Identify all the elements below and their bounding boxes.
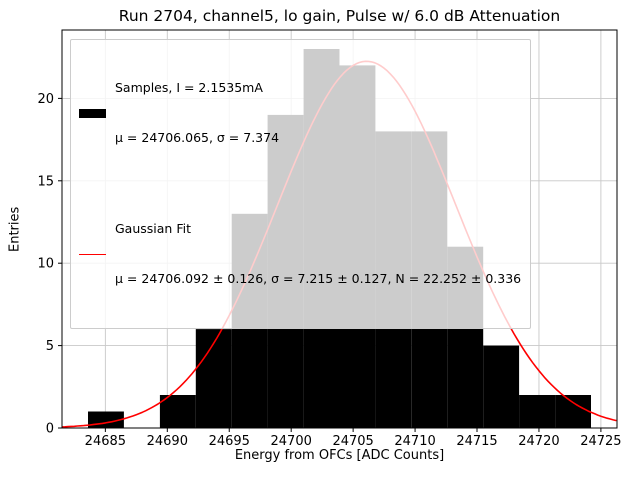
y-tick-label: 20 bbox=[37, 92, 54, 107]
histogram-bar bbox=[555, 395, 591, 428]
legend-fit-text: Gaussian Fit μ = 24706.092 ± 0.126, σ = … bbox=[115, 187, 521, 322]
legend-entry-samples: Samples, I = 2.1535mA μ = 24706.065, σ =… bbox=[79, 46, 521, 181]
x-tick-label: 24705 bbox=[332, 434, 373, 449]
plot-border bbox=[61, 29, 618, 429]
y-tick-label: 0 bbox=[46, 422, 54, 437]
legend: Samples, I = 2.1535mA μ = 24706.065, σ =… bbox=[70, 39, 532, 329]
x-tick-label: 24690 bbox=[147, 434, 188, 449]
y-tick-label: 10 bbox=[37, 257, 54, 272]
chart-title: Run 2704, channel5, lo gain, Pulse w/ 6.… bbox=[118, 7, 561, 25]
legend-samples-line2: μ = 24706.065, σ = 7.374 bbox=[115, 130, 280, 146]
y-axis-label: Entries bbox=[7, 206, 23, 252]
x-axis-label: Energy from OFCs [ADC Counts] bbox=[234, 448, 445, 463]
legend-samples-line1: Samples, I = 2.1535mA bbox=[115, 79, 263, 95]
legend-fit-line1: Gaussian Fit bbox=[115, 220, 191, 236]
x-tick-label: 24720 bbox=[518, 434, 559, 449]
x-tick-label: 24725 bbox=[580, 434, 621, 449]
histogram-bar bbox=[195, 329, 232, 428]
legend-entry-fit: Gaussian Fit μ = 24706.092 ± 0.126, σ = … bbox=[79, 187, 521, 322]
y-tick-label: 5 bbox=[46, 339, 54, 354]
y-tick-label: 15 bbox=[37, 174, 54, 189]
samples-swatch-icon bbox=[79, 109, 106, 118]
fit-swatch-icon bbox=[79, 254, 106, 255]
x-tick-label: 24685 bbox=[85, 434, 126, 449]
legend-fit-line2: μ = 24706.092 ± 0.126, σ = 7.215 ± 0.127… bbox=[115, 271, 522, 287]
x-tick-label: 24695 bbox=[209, 434, 250, 449]
histogram-bar bbox=[159, 395, 196, 428]
legend-samples-text: Samples, I = 2.1535mA μ = 24706.065, σ =… bbox=[115, 46, 279, 181]
x-tick-label: 24700 bbox=[271, 434, 312, 449]
histogram-bar bbox=[483, 345, 520, 428]
histogram-bar bbox=[519, 395, 555, 428]
x-tick-label: 24710 bbox=[394, 434, 435, 449]
x-tick-label: 24715 bbox=[456, 434, 497, 449]
